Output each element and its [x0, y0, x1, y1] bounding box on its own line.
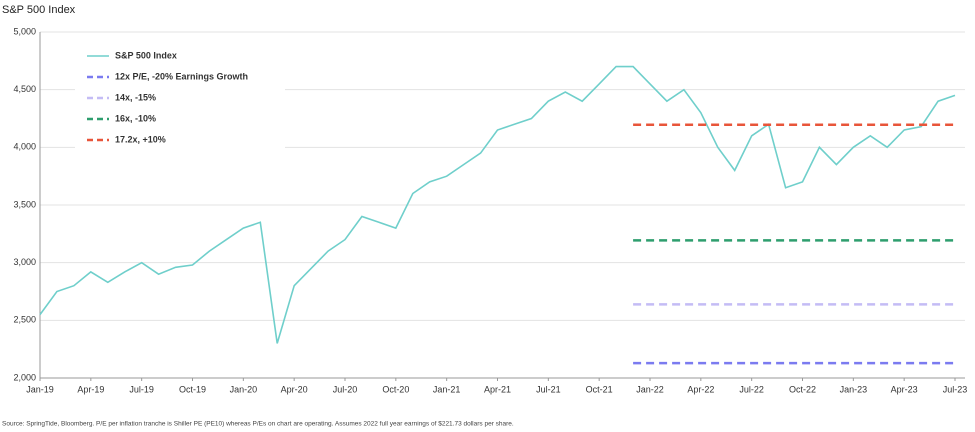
x-tick-label: Jan-19	[26, 384, 54, 394]
x-tick-label: Apr-20	[281, 384, 308, 394]
x-tick-label: Apr-23	[891, 384, 918, 394]
x-tick-label: Jul-22	[739, 384, 764, 394]
x-tick-label: Oct-22	[789, 384, 816, 394]
x-tick-label: Oct-21	[586, 384, 613, 394]
x-tick-label: Jul-23	[943, 384, 968, 394]
y-tick-label: 4,500	[13, 84, 36, 94]
y-tick-label: 2,500	[13, 315, 36, 325]
y-tick-label: 2,000	[13, 372, 36, 382]
legend-label: 12x P/E, -20% Earnings Growth	[115, 71, 248, 81]
legend-label: S&P 500 Index	[115, 50, 177, 60]
y-tick-label: 5,000	[13, 26, 36, 36]
x-tick-label: Jan-23	[840, 384, 868, 394]
x-tick-label: Apr-21	[484, 384, 511, 394]
legend-label: 16x, -10%	[115, 113, 156, 123]
x-tick-label: Jan-21	[433, 384, 461, 394]
y-tick-label: 4,000	[13, 142, 36, 152]
x-tick-label: Apr-22	[687, 384, 714, 394]
x-tick-label: Jul-19	[129, 384, 154, 394]
legend-label: 14x, -15%	[115, 92, 156, 102]
x-tick-label: Oct-19	[179, 384, 206, 394]
grid: 2,000 2,500 3,000 3,500 4,000 4,500 5,000 Jan-1…	[13, 26, 967, 394]
source-note: Source: SpringTide, Bloomberg. P/E per i…	[2, 421, 514, 428]
x-tick-label: Jul-20	[333, 384, 358, 394]
legend-box	[75, 44, 285, 148]
y-tick-label: 3,500	[13, 199, 36, 209]
series-line	[39, 65, 956, 344]
legend-label: 17.2x, +10%	[115, 134, 166, 144]
legend: S&P 500 Index 12x P/E, -20% Earnings Grow…	[75, 44, 285, 148]
lines	[39, 65, 956, 365]
x-tick-label: Jan-22	[636, 384, 664, 394]
chart-title: S&P 500 Index	[2, 4, 76, 16]
x-tick-label: Apr-19	[77, 384, 104, 394]
y-tick-label: 3,000	[13, 257, 36, 267]
x-tick-label: Jul-21	[536, 384, 561, 394]
x-tick-label: Jan-20	[230, 384, 258, 394]
x-tick-label: Oct-20	[382, 384, 409, 394]
